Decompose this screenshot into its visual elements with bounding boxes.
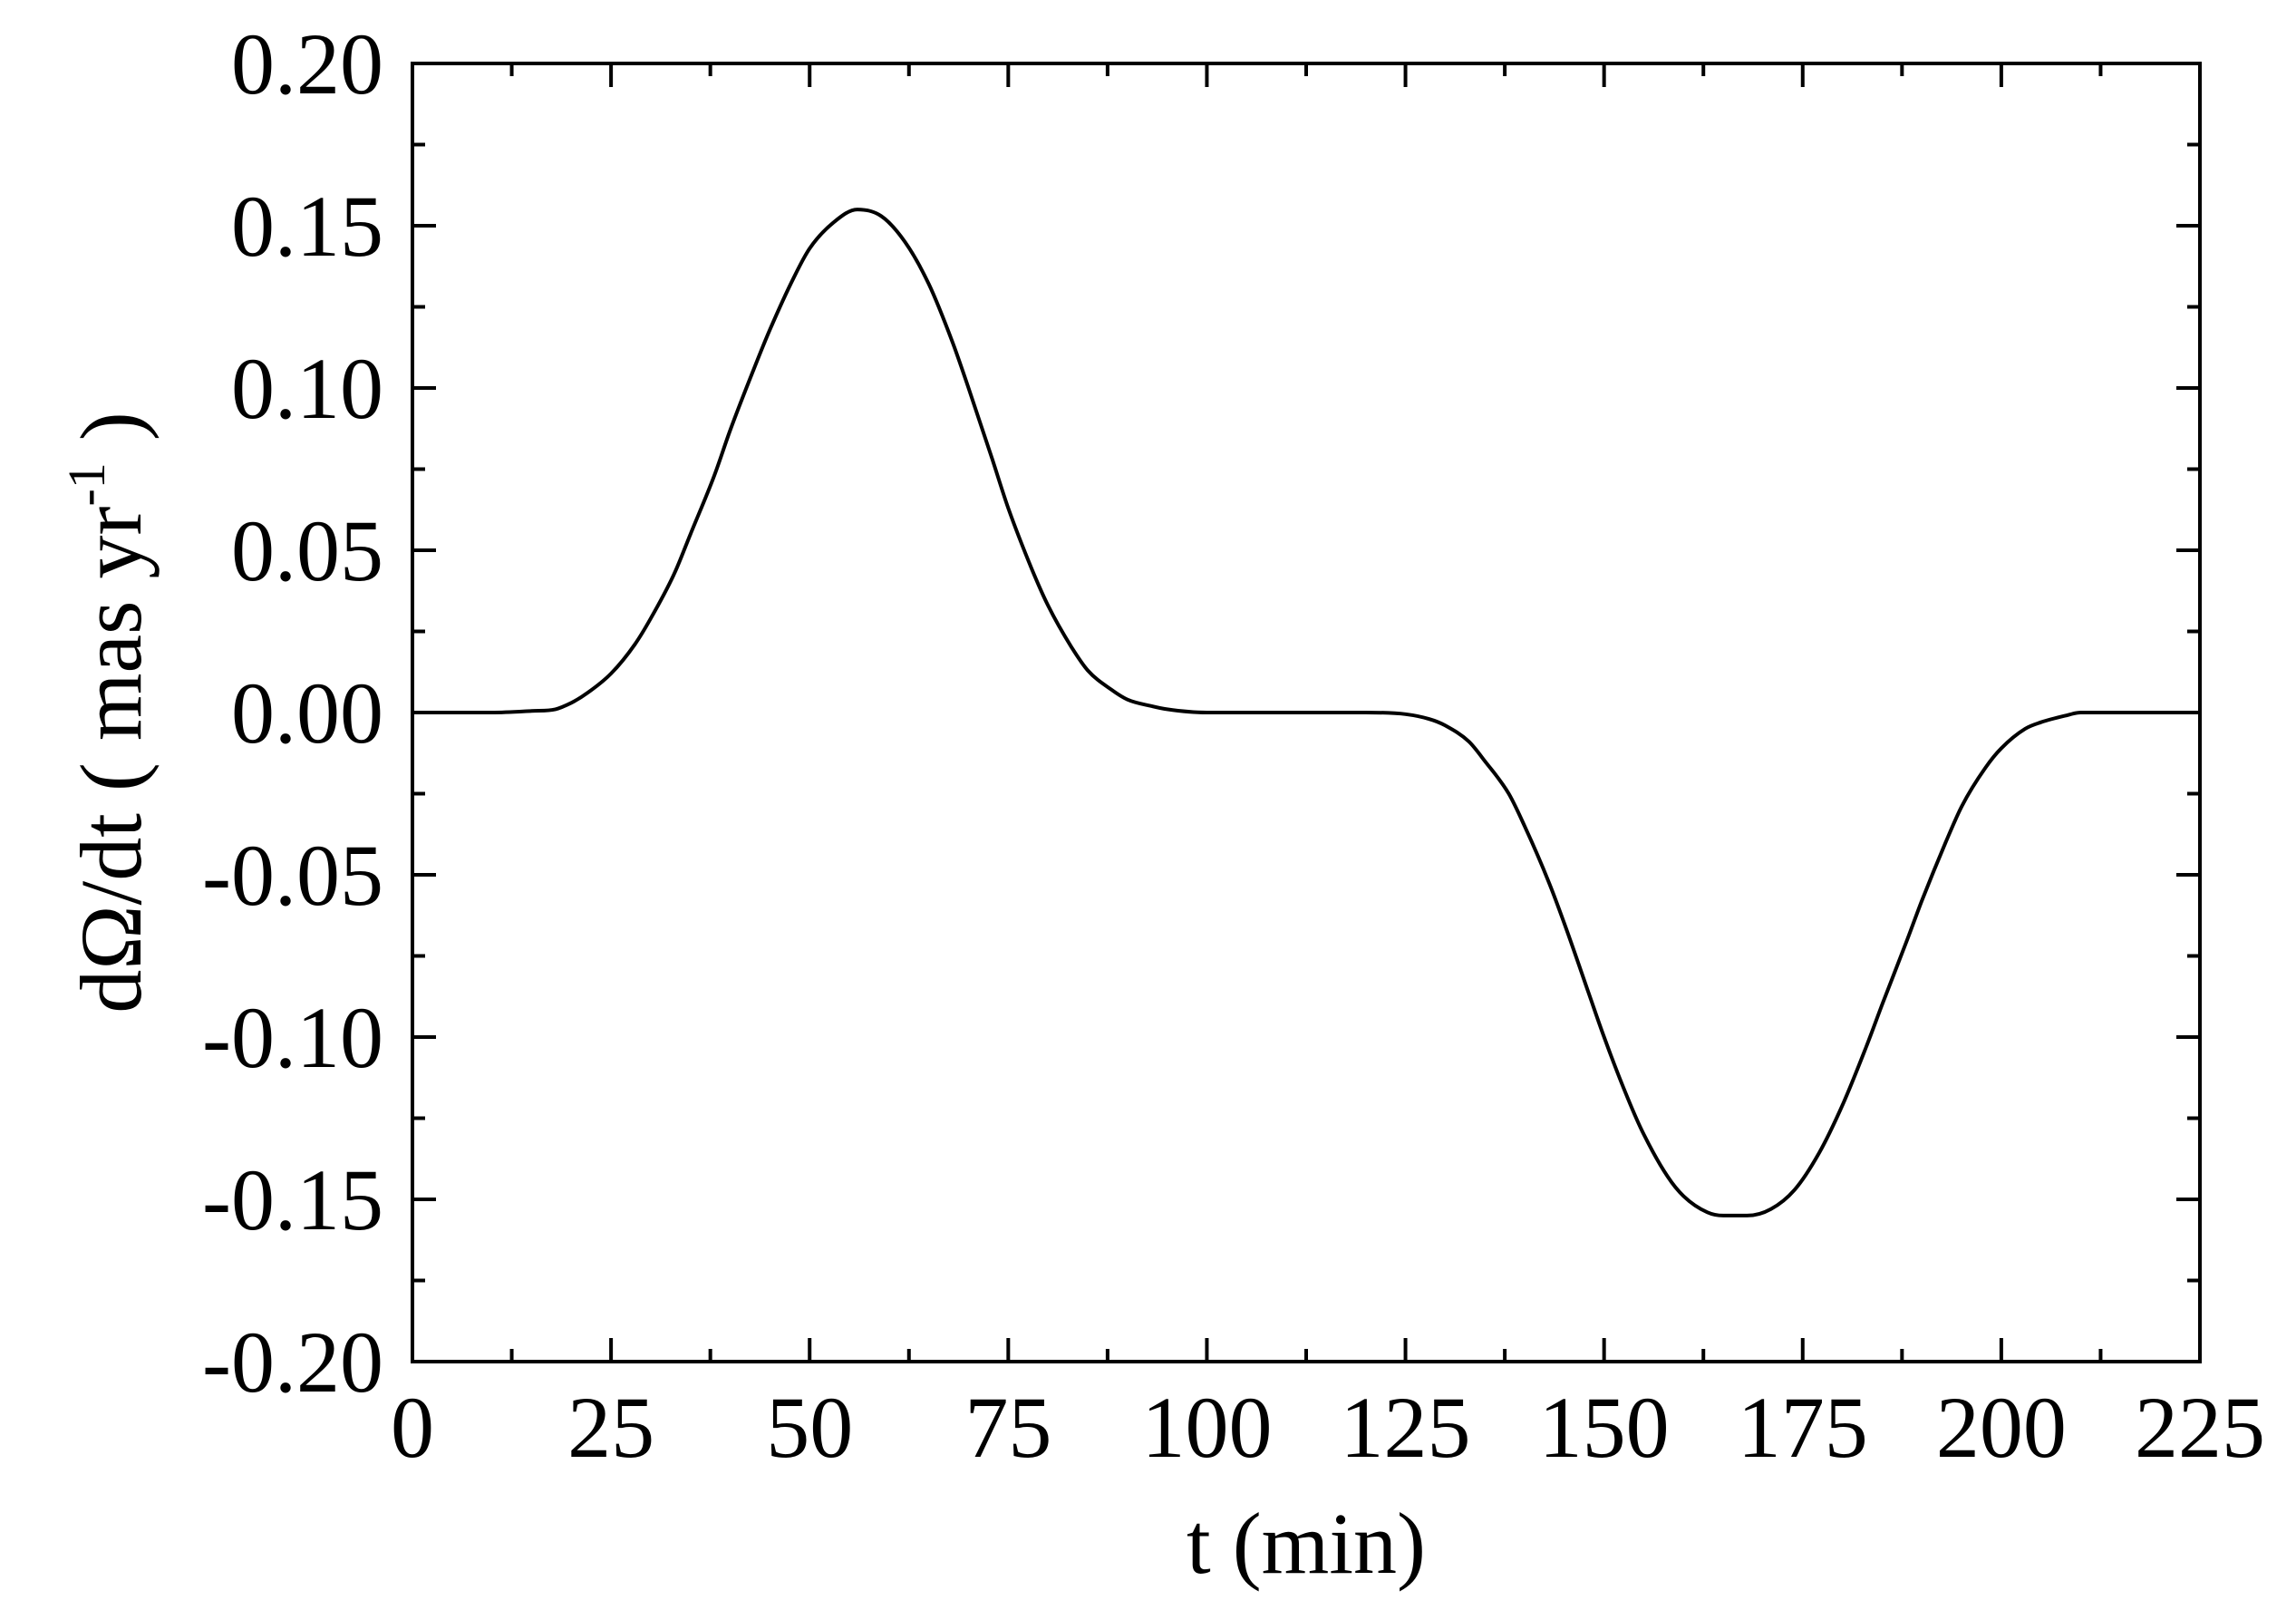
x-tick-label: 75: [964, 1379, 1051, 1476]
x-tick-label: 225: [2135, 1379, 2265, 1476]
x-tick-label: 50: [766, 1379, 853, 1476]
x-tick-label: 200: [1936, 1379, 2067, 1476]
y-tick-label: 0.20: [231, 15, 383, 112]
x-tick-label: 175: [1738, 1379, 1868, 1476]
y-axis-label-close: ): [63, 412, 160, 462]
tick-labels: 0 25 50 75 100 125 150 175 200 225 0.20 0.15 0.10 0.0…: [202, 15, 2265, 1476]
y-tick-label: -0.05: [202, 827, 383, 924]
x-axis-label: t (min): [1187, 1495, 1426, 1592]
y-tick-label: 0.05: [231, 502, 383, 599]
x-tick-label: 100: [1141, 1379, 1272, 1476]
x-tick-label: 25: [567, 1379, 654, 1476]
x-tick-label: 125: [1341, 1379, 1471, 1476]
series-line: [412, 208, 2200, 1217]
y-tick-label: 0.10: [231, 340, 383, 437]
y-tick-label: 0.15: [231, 178, 383, 275]
y-tick-label: -0.20: [202, 1314, 383, 1411]
x-tick-label: 150: [1539, 1379, 1670, 1476]
y-tick-label: -0.15: [202, 1151, 383, 1248]
y-tick-label: -0.10: [202, 989, 383, 1086]
y-axis-label-main: dΩ/dt ( mas yr: [63, 506, 160, 1013]
plot-frame: [411, 62, 2202, 1363]
x-tick-label: 0: [391, 1379, 434, 1476]
y-axis-label: dΩ/dt ( mas yr-1 ): [57, 412, 160, 1014]
y-axis-label-superscript: -1: [57, 462, 116, 506]
y-tick-label: 0.00: [231, 664, 383, 761]
